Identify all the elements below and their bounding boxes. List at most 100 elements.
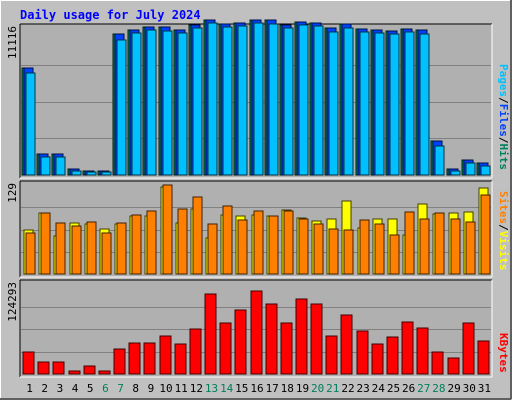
- bar-sites-day-24: [374, 223, 385, 275]
- bar-kbytes-day-1: [22, 351, 35, 375]
- x-tick-label-day-1: 1: [26, 382, 33, 395]
- bar-sites-day-16: [253, 210, 264, 275]
- bar-sites-day-4: [71, 225, 82, 275]
- bar-sites-day-29: [450, 218, 461, 275]
- x-tick-label-day-29: 29: [447, 382, 460, 395]
- bar-kbytes-day-8: [128, 342, 141, 375]
- bar-pages-day-1: [25, 72, 36, 176]
- bar-pages-day-8: [131, 32, 142, 176]
- bar-sites-day-15: [237, 219, 248, 275]
- x-tick-label-day-26: 26: [402, 382, 415, 395]
- bar-sites-day-22: [343, 229, 354, 275]
- bar-sites-day-14: [222, 205, 233, 275]
- x-tick-label-day-23: 23: [356, 382, 369, 395]
- x-tick-label-day-9: 9: [148, 382, 155, 395]
- bar-sites-day-23: [359, 219, 370, 275]
- bar-sites-day-9: [146, 210, 157, 275]
- legend-item-files: Files: [497, 104, 510, 137]
- bar-kbytes-day-3: [52, 361, 65, 375]
- bar-pages-day-23: [359, 31, 370, 176]
- bar-sites-day-17: [268, 215, 279, 275]
- bar-kbytes-day-29: [447, 357, 460, 375]
- bar-sites-day-26: [404, 211, 415, 275]
- x-tick-label-day-7: 7: [117, 382, 124, 395]
- legend-text-traffic: KBytes: [497, 333, 510, 373]
- bar-sites-day-2: [40, 212, 51, 275]
- panel-traffic: 124293 KBytes: [6, 279, 510, 378]
- x-tick-label-day-22: 22: [341, 382, 354, 395]
- legend-item-visits: Visits: [497, 231, 510, 271]
- bar-sites-day-12: [192, 196, 203, 275]
- bar-kbytes-day-2: [37, 361, 50, 375]
- legend-separator: /: [497, 97, 510, 104]
- legend-requests: Pages/Files/Hits: [497, 64, 510, 170]
- bar-kbytes-day-5: [83, 365, 96, 375]
- x-axis-labels: 1 2 3 4 5 6 7 8 9 10 11 12 13 14 15 16 17 18 19 20 21 22 23 24 2…: [26, 382, 491, 395]
- bar-pages-day-12: [192, 27, 203, 176]
- bar-sites-day-3: [55, 222, 66, 275]
- x-tick-label-day-15: 15: [235, 382, 248, 395]
- x-tick-label-day-6: 6: [102, 382, 109, 395]
- x-tick-label-day-4: 4: [72, 382, 79, 395]
- bar-pages-day-27: [419, 33, 430, 176]
- bar-kbytes-day-21: [325, 335, 338, 375]
- bar-sites-day-1: [25, 232, 36, 275]
- bar-pages-day-6: [101, 171, 112, 176]
- bar-kbytes-day-31: [477, 340, 490, 375]
- x-tick-label-day-8: 8: [132, 382, 139, 395]
- bar-sites-day-7: [116, 222, 127, 275]
- bar-kbytes-day-9: [143, 342, 156, 375]
- bar-kbytes-day-20: [310, 303, 323, 375]
- bar-pages-day-11: [177, 32, 188, 176]
- bar-kbytes-day-16: [250, 290, 263, 375]
- x-tick-label-day-5: 5: [87, 382, 94, 395]
- bar-pages-day-17: [268, 23, 279, 176]
- legend-visits: Sites/Visits: [497, 191, 510, 271]
- bar-pages-day-18: [283, 27, 294, 176]
- bar-pages-day-31: [480, 165, 491, 176]
- bar-kbytes-day-12: [189, 328, 202, 375]
- bar-pages-day-13: [207, 22, 218, 176]
- bar-sites-day-28: [434, 212, 445, 275]
- bar-sites-day-30: [465, 221, 476, 275]
- x-tick-label-day-21: 21: [326, 382, 339, 395]
- bar-kbytes-day-22: [340, 314, 353, 375]
- bar-sites-day-25: [389, 234, 400, 275]
- bar-sites-day-20: [313, 223, 324, 275]
- bar-pages-day-19: [298, 24, 309, 176]
- x-tick-label-day-16: 16: [250, 382, 263, 395]
- x-tick-label-day-20: 20: [311, 382, 324, 395]
- y-max-label-requests: 11116: [6, 26, 19, 59]
- x-tick-label-day-27: 27: [417, 382, 430, 395]
- x-tick-label-day-2: 2: [41, 382, 48, 395]
- bar-pages-day-7: [116, 39, 127, 176]
- bar-kbytes-day-19: [295, 298, 308, 375]
- bar-pages-day-29: [450, 170, 461, 176]
- x-tick-label-day-28: 28: [432, 382, 445, 395]
- x-tick-label-day-19: 19: [296, 382, 309, 395]
- bar-kbytes-day-30: [462, 322, 475, 375]
- bar-sites-day-19: [298, 218, 309, 275]
- x-tick-label-day-12: 12: [190, 382, 203, 395]
- bar-pages-day-5: [86, 171, 97, 176]
- bar-sites-day-18: [283, 210, 294, 275]
- bar-kbytes-day-15: [234, 309, 247, 375]
- x-tick-label-day-30: 30: [463, 382, 476, 395]
- bar-kbytes-day-27: [416, 327, 429, 375]
- bar-pages-day-28: [434, 145, 445, 176]
- bar-pages-day-20: [313, 25, 324, 176]
- bar-kbytes-day-13: [204, 293, 217, 375]
- legend-item-sites: Sites: [497, 191, 510, 224]
- bar-sites-day-10: [162, 184, 173, 275]
- legend-text-visits: Sites/Visits: [497, 191, 510, 271]
- x-tick-label-day-3: 3: [57, 382, 64, 395]
- bar-pages-day-24: [374, 32, 385, 176]
- bar-pages-day-26: [404, 31, 415, 176]
- chart-title: Daily usage for July 2024: [20, 8, 201, 22]
- panel-visits: 129 Sites/Visits: [6, 180, 510, 278]
- bar-kbytes-day-28: [431, 351, 444, 375]
- legend-text-requests: Pages/Files/Hits: [497, 64, 510, 170]
- legend-separator: /: [497, 137, 510, 144]
- bar-kbytes-day-7: [113, 348, 126, 375]
